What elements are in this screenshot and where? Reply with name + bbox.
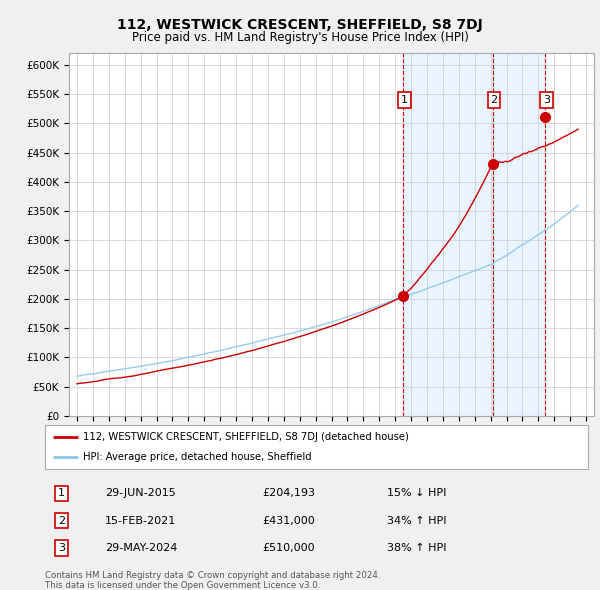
Bar — [493, 53, 545, 416]
Text: 29-JUN-2015: 29-JUN-2015 — [105, 489, 175, 499]
Text: 38% ↑ HPI: 38% ↑ HPI — [387, 543, 446, 553]
Text: 15-FEB-2021: 15-FEB-2021 — [105, 516, 176, 526]
Text: This data is licensed under the Open Government Licence v3.0.: This data is licensed under the Open Gov… — [45, 581, 320, 589]
Bar — [545, 53, 594, 416]
Bar — [545, 53, 594, 416]
Text: 29-MAY-2024: 29-MAY-2024 — [105, 543, 177, 553]
Text: 2: 2 — [491, 95, 497, 105]
Text: £431,000: £431,000 — [262, 516, 315, 526]
Text: Contains HM Land Registry data © Crown copyright and database right 2024.: Contains HM Land Registry data © Crown c… — [45, 571, 380, 579]
Text: 2: 2 — [58, 516, 65, 526]
Text: 3: 3 — [543, 95, 550, 105]
Text: 3: 3 — [58, 543, 65, 553]
Text: 112, WESTWICK CRESCENT, SHEFFIELD, S8 7DJ (detached house): 112, WESTWICK CRESCENT, SHEFFIELD, S8 7D… — [83, 432, 409, 442]
Text: 1: 1 — [58, 489, 65, 499]
Text: Price paid vs. HM Land Registry's House Price Index (HPI): Price paid vs. HM Land Registry's House … — [131, 31, 469, 44]
Bar — [403, 53, 493, 416]
Text: £204,193: £204,193 — [262, 489, 315, 499]
Text: 1: 1 — [401, 95, 408, 105]
Text: 34% ↑ HPI: 34% ↑ HPI — [387, 516, 446, 526]
Text: HPI: Average price, detached house, Sheffield: HPI: Average price, detached house, Shef… — [83, 452, 311, 462]
Text: 15% ↓ HPI: 15% ↓ HPI — [387, 489, 446, 499]
Text: 112, WESTWICK CRESCENT, SHEFFIELD, S8 7DJ: 112, WESTWICK CRESCENT, SHEFFIELD, S8 7D… — [117, 18, 483, 32]
Text: £510,000: £510,000 — [262, 543, 315, 553]
